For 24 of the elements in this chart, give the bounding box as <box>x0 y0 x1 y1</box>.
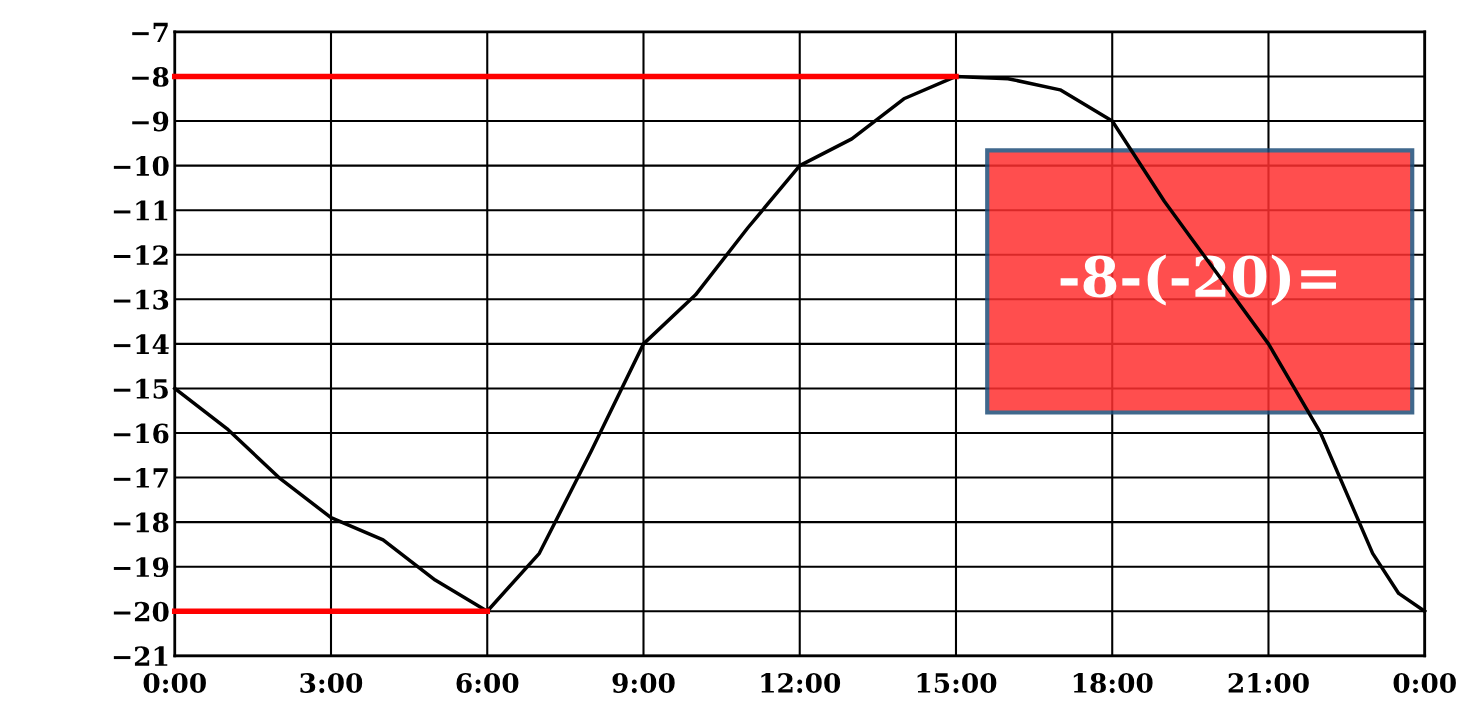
y-tick-label: −16 <box>113 423 169 444</box>
x-tick-label: 0:00 <box>1393 672 1456 693</box>
y-tick-label: −17 <box>113 468 168 488</box>
y-tick-label: −8 <box>132 66 169 87</box>
x-tick-label: 0:00 <box>143 672 206 693</box>
y-tick-label: −11 <box>113 200 168 221</box>
x-tick-label: 3:00 <box>300 672 363 693</box>
y-tick-label: −20 <box>113 601 169 622</box>
x-tick-label: 9:00 <box>612 672 675 693</box>
y-tick-label: −13 <box>113 289 169 310</box>
x-tick-label: 15:00 <box>917 672 997 693</box>
x-tick-label: 18:00 <box>1073 672 1153 693</box>
x-tick-label: 6:00 <box>456 672 519 693</box>
y-tick-label: −12 <box>113 245 168 265</box>
y-tick-label: −10 <box>113 156 169 176</box>
y-tick-label: −7 <box>132 22 168 42</box>
y-tick-label: −19 <box>113 557 169 578</box>
y-tick-label: −9 <box>132 111 169 132</box>
y-tick-label: −18 <box>113 512 169 533</box>
y-tick-label: −15 <box>113 378 168 399</box>
y-tick-label: −14 <box>113 334 169 354</box>
x-tick-label: 21:00 <box>1228 672 1309 693</box>
y-tick-label: −21 <box>113 646 168 666</box>
x-tick-label: 12:00 <box>761 672 841 693</box>
